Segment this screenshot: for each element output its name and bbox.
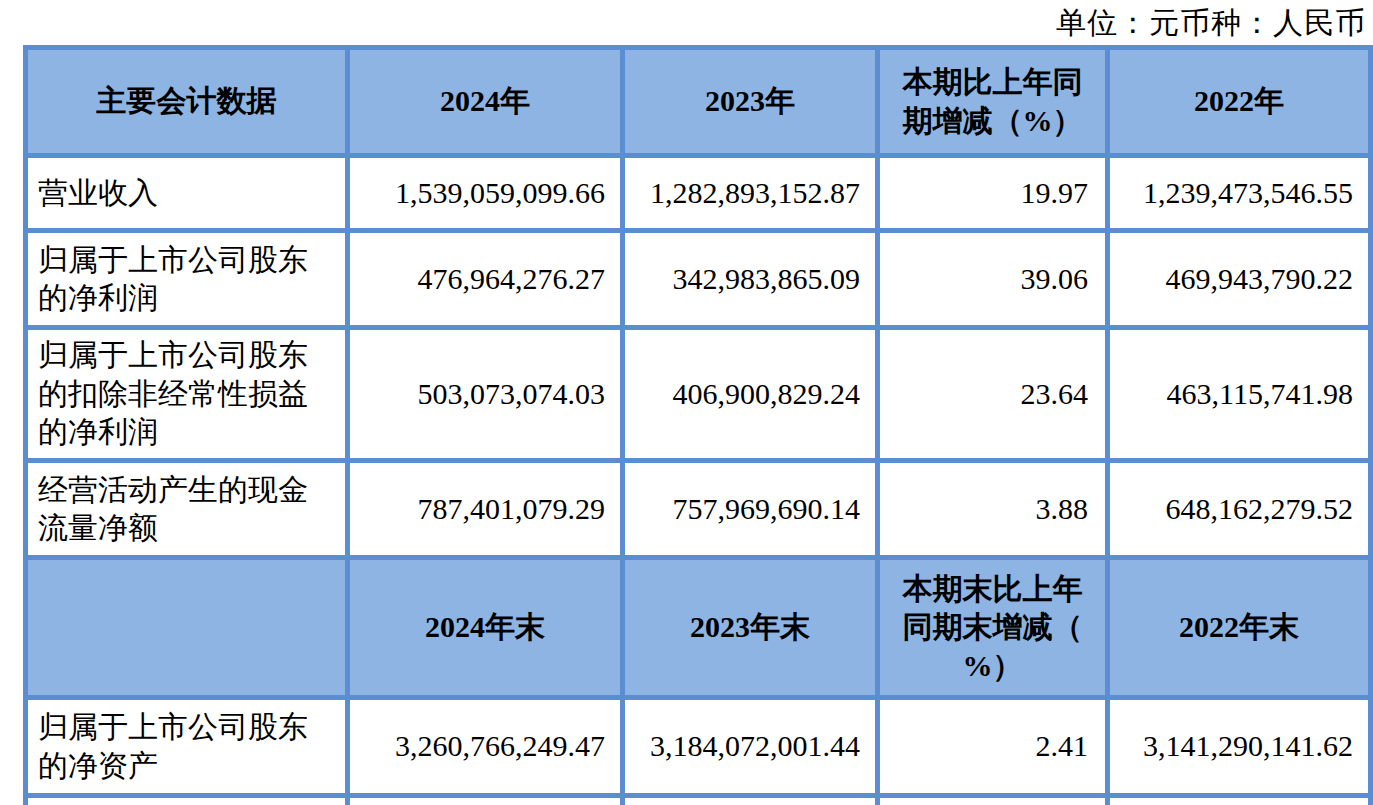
value-2023: 757,969,690.14	[623, 461, 878, 558]
row-operating-revenue: 营业收入 1,539,059,099.66 1,282,893,152.87 1…	[26, 156, 1371, 231]
header-cell-2023: 2023年	[623, 48, 878, 156]
row-label: 归属于上市公司股东 的净资产	[26, 698, 348, 796]
value-2024: 1,539,059,099.66	[348, 156, 623, 231]
value-change-pct: 3.88	[878, 461, 1108, 558]
value-change-pct: 23.64	[878, 328, 1108, 461]
header-row-annual: 主要会计数据 2024年 2023年 本期比上年同 期增减（%） 2022年	[26, 48, 1371, 156]
row-label	[26, 796, 348, 805]
value-change-pct: 2.41	[878, 698, 1108, 796]
value-2023: 1,282,893,152.87	[623, 156, 878, 231]
value-2024: 3,260,766,249.47	[348, 698, 623, 796]
row-operating-cash-flow: 经营活动产生的现金 流量净额 787,401,079.29 757,969,69…	[26, 461, 1371, 558]
value-change-pct: 19.97	[878, 156, 1108, 231]
header-cell-2024-end: 2024年末	[348, 558, 623, 698]
row-net-profit-attributable: 归属于上市公司股东 的净利润 476,964,276.27 342,983,86…	[26, 231, 1371, 328]
value-2022: 1,239,473,546.55	[1108, 156, 1371, 231]
header-cell-yearend-change: 本期末比上年 同期末增减（ %）	[878, 558, 1108, 698]
value-2023: 342,983,865.09	[623, 231, 878, 328]
row-label: 经营活动产生的现金 流量净额	[26, 461, 348, 558]
row-net-assets-attributable: 归属于上市公司股东 的净资产 3,260,766,249.47 3,184,07…	[26, 698, 1371, 796]
header-cell-2022-end: 2022年末	[1108, 558, 1371, 698]
header-cell-2022: 2022年	[1108, 48, 1371, 156]
header-cell-metric-empty	[26, 558, 348, 698]
value-2024	[348, 796, 623, 805]
value-2022	[1108, 796, 1371, 805]
row-label: 归属于上市公司股东 的净利润	[26, 231, 348, 328]
value-2022: 648,162,279.52	[1108, 461, 1371, 558]
value-change-pct: 39.06	[878, 231, 1108, 328]
value-2023: 406,900,829.24	[623, 328, 878, 461]
key-accounting-data-table: 主要会计数据 2024年 2023年 本期比上年同 期增减（%） 2022年 营…	[23, 45, 1373, 805]
header-cell-yoy-change: 本期比上年同 期增减（%）	[878, 48, 1108, 156]
header-cell-2023-end: 2023年末	[623, 558, 878, 698]
header-cell-2024: 2024年	[348, 48, 623, 156]
value-2024: 503,073,074.03	[348, 328, 623, 461]
value-2023	[623, 796, 878, 805]
value-2022: 463,115,741.98	[1108, 328, 1371, 461]
row-partial-clipped	[26, 796, 1371, 805]
header-cell-metric: 主要会计数据	[26, 48, 348, 156]
value-2023: 3,184,072,001.44	[623, 698, 878, 796]
header-row-yearend: 2024年末 2023年末 本期末比上年 同期末增减（ %） 2022年末	[26, 558, 1371, 698]
value-2024: 787,401,079.29	[348, 461, 623, 558]
value-2024: 476,964,276.27	[348, 231, 623, 328]
value-2022: 469,943,790.22	[1108, 231, 1371, 328]
row-label: 营业收入	[26, 156, 348, 231]
unit-currency-caption: 单位：元币种：人民币	[0, 0, 1373, 45]
row-net-profit-excl-nonrecurring: 归属于上市公司股东 的扣除非经常性损益 的净利润 503,073,074.03 …	[26, 328, 1371, 461]
value-change-pct	[878, 796, 1108, 805]
row-label: 归属于上市公司股东 的扣除非经常性损益 的净利润	[26, 328, 348, 461]
value-2022: 3,141,290,141.62	[1108, 698, 1371, 796]
